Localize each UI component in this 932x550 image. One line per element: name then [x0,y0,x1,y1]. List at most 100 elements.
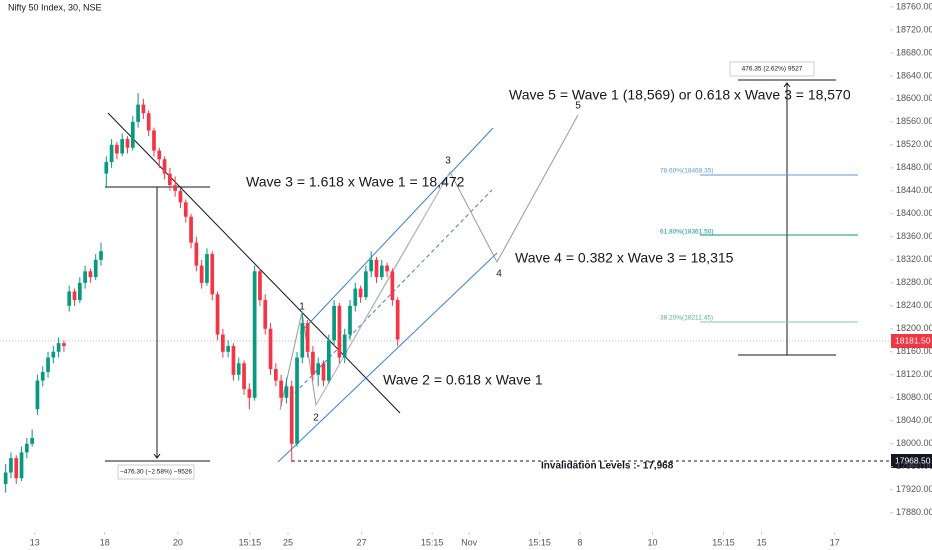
candle-body [242,363,246,390]
drawings [0,61,890,480]
measure-label: −476.30 (−2.58%) −9526 [120,469,192,476]
x-tick-label: 17 [830,537,840,547]
candle-body [220,334,225,352]
candle-body [210,254,215,295]
measure-label: 476.35 (2.62%) 9527 [742,66,803,73]
x-tick-label: 15:15 [421,537,444,547]
candle-body [125,139,130,148]
candle-body [252,271,257,398]
candle-body [374,259,379,278]
y-tick-label: 18440.00 [896,185,932,195]
y-tick-label: 18160.00 [896,346,932,356]
candle-body [369,259,374,272]
y-tick-label: 17880.00 [896,507,932,517]
candle-body [77,282,82,301]
candle-body [321,363,326,381]
y-tick-label: 18600.00 [896,93,932,103]
candle-body [379,265,384,278]
candle-body [19,452,24,479]
candle-body [168,173,172,186]
wave-label: 4 [496,269,502,280]
candle-body [14,458,19,479]
annotation: Wave 2 = 0.618 x Wave 1 [383,372,543,388]
wave-label: 2 [313,413,319,424]
candle-body [295,357,299,444]
candle-body [40,371,45,381]
y-tick-label: 18360.00 [896,231,932,241]
candle-body [236,363,241,375]
annotation: Wave 4 = 0.382 x Wave 3 = 18,315 [515,250,734,266]
x-tick-label: 15:15 [712,537,735,547]
candle-body [194,242,199,266]
candle-body [353,288,358,306]
candle-body [35,380,40,410]
y-tick-label: 18760.00 [896,1,932,11]
y-tick-label: 18680.00 [896,47,932,57]
candle-body [205,254,209,283]
candle-body [189,216,193,243]
channel-line [277,252,498,463]
candle-body [332,305,336,341]
candle-body [311,351,315,375]
candle-body [88,271,93,278]
y-tick-label: 18080.00 [896,392,932,402]
candle-body [9,458,13,473]
annotation: Wave 3 = 1.618 x Wave 1 = 18,472 [246,174,465,190]
candle-body [279,380,283,398]
candle-body [30,438,34,444]
y-tick-label: 18520.00 [896,139,932,149]
candle-body [3,472,8,485]
candle-body [62,343,66,347]
y-tick-label: 18640.00 [896,70,932,80]
candle-body [130,121,135,148]
candle-body [109,144,114,163]
candle-body [337,305,342,358]
y-tick-label: 18240.00 [896,300,932,310]
fib-label: 38.20%(18211.45) [660,315,713,322]
y-tick-label: 18480.00 [896,162,932,172]
candle-body [46,357,50,372]
candle-body [348,305,352,335]
annotation: Invalidation Levels :- 17,968 [541,461,674,472]
candle-body [342,334,347,358]
candle-body [289,386,294,444]
candle-body [51,351,56,358]
candle-body [247,389,252,398]
candle-body [268,328,273,370]
price-tag-label: 17968.50 [895,455,931,465]
candle-body [93,259,98,278]
chart-title: Nifty 50 Index, 30, NSE [8,2,102,12]
y-tick-label: 18200.00 [896,323,932,333]
candle-body [162,159,167,174]
x-tick-label: 15:15 [239,537,262,547]
candle-body [215,294,220,335]
candle-body [326,340,331,381]
x-tick-label: 18 [100,537,110,547]
candle-body [120,139,125,154]
candle-body [305,323,310,352]
wave-label: 5 [575,101,581,112]
candle-body [24,443,29,453]
candle-body [173,185,178,191]
candle-body [83,271,87,283]
x-tick-label: 20 [173,537,183,547]
x-tick-label: 15 [757,537,767,547]
candle-body [263,300,268,329]
candle-body [316,363,321,375]
candle-body [178,190,183,203]
candle-body [146,113,151,131]
candle-body [157,150,162,160]
annotation: Wave 5 = Wave 1 (18,569) or 0.618 x Wave… [509,87,851,103]
candle-body [152,130,156,151]
y-tick-label: 18560.00 [896,116,932,126]
candle-body [258,271,262,301]
candle-body [358,288,363,298]
price-tag-label: 18181.50 [895,335,931,345]
y-tick-label: 17960.00 [896,461,932,471]
fib-label: 61.80%(18361.50) [660,229,714,236]
candle-body [136,104,140,122]
candle-body [72,291,77,301]
x-tick-label: 8 [577,537,582,547]
candle-body [141,104,146,114]
